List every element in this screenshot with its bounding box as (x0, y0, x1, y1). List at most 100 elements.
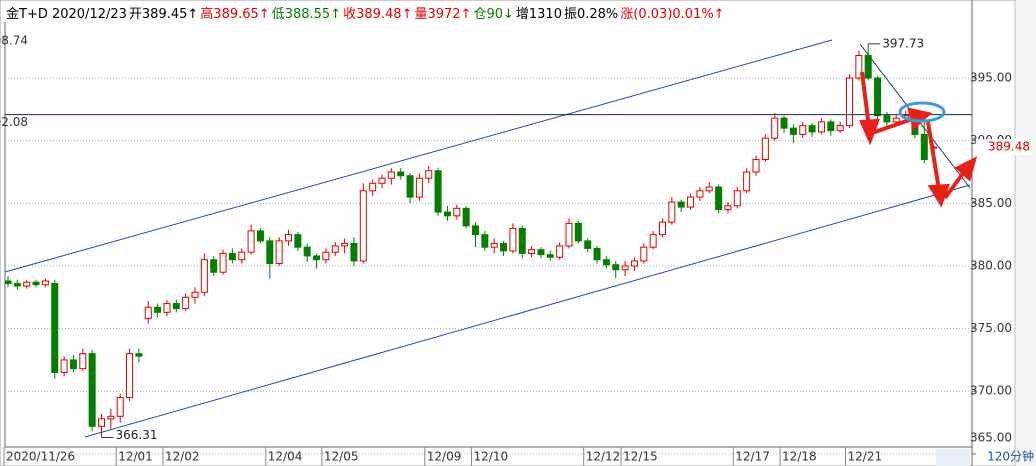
candle-body (771, 117, 779, 139)
candle-body (846, 77, 853, 127)
candle-body (659, 221, 666, 236)
candle-body (126, 353, 134, 399)
candle-body (434, 170, 442, 213)
candle-body (144, 306, 152, 320)
candle-body (518, 227, 526, 254)
arrowhead (954, 156, 978, 182)
x-tick-label: 12/12 (586, 450, 621, 464)
x-tick-label: 12/17 (735, 450, 770, 464)
header-item: 低388.55↑ (271, 7, 342, 22)
candle-body (453, 207, 461, 217)
candle-body (200, 259, 208, 293)
candle-body (238, 251, 246, 261)
candle-body (313, 255, 321, 261)
arrow (943, 170, 966, 200)
y-tick-label: 385.00 (970, 196, 1012, 210)
candle-body (574, 222, 582, 242)
channel-upper (4, 39, 833, 273)
y-tick-label: 375.00 (970, 321, 1012, 335)
candle-body (602, 259, 610, 266)
candle-body (817, 121, 825, 133)
x-tick-label: 12/05 (324, 450, 359, 464)
y-tick-label: 365.00 (970, 431, 1012, 445)
candle-body (836, 125, 844, 132)
candle-body (425, 170, 433, 179)
hline-label: 392.08 (0, 115, 28, 129)
arrow (871, 116, 916, 135)
candle-body (537, 249, 545, 256)
candle-body (789, 127, 797, 135)
candle-body (640, 246, 648, 262)
candle-body (743, 171, 751, 192)
header-item: 收389.48↑ (343, 7, 413, 22)
x-tick-label: 12/18 (782, 450, 817, 464)
candle-body (13, 283, 21, 287)
header: 金T+D 2020/12/23 开389.45↑ 高389.65↑ 低388.55↑ 收… (6, 3, 727, 22)
candle-body (228, 252, 236, 261)
candle-body (79, 353, 87, 370)
x-tick-label: 12/02 (165, 450, 200, 464)
candle-body (51, 283, 59, 373)
candle-body (677, 201, 685, 208)
candle-body (88, 353, 96, 427)
header-item: 金T+D 2020/12/23 (6, 7, 127, 22)
candle-body (649, 234, 657, 248)
candle-body (247, 230, 255, 253)
candle-body (472, 225, 479, 236)
candle-body (855, 54, 863, 79)
period-bg (936, 449, 970, 466)
candle-body (668, 201, 676, 223)
candle-body (397, 171, 405, 177)
candle-body (874, 77, 882, 117)
candle-body (584, 240, 592, 249)
last-price-bg (976, 139, 1032, 156)
header-item: 量3972↑ (414, 7, 472, 22)
highlight-ellipse (898, 101, 946, 123)
candle-body (60, 359, 68, 373)
header-item: 振0.28% (563, 7, 619, 22)
candle-body (359, 190, 367, 262)
candle-body (593, 247, 601, 261)
candle-body (546, 254, 554, 258)
candle-body (191, 291, 199, 298)
arrow (926, 121, 941, 191)
arrowhead (907, 107, 933, 131)
candle-body (135, 353, 143, 357)
candle-body (266, 240, 274, 264)
candle-body (528, 249, 536, 254)
candle-body (154, 306, 162, 313)
candle-body (182, 296, 190, 310)
candle-body (715, 186, 723, 211)
candle-body (69, 359, 77, 370)
candle-body (500, 242, 508, 252)
header-item: 增1310 (515, 7, 562, 22)
candle-body (116, 397, 124, 417)
high-label: 397.73 (882, 36, 924, 50)
candle-body (612, 264, 620, 271)
candle-body (799, 125, 807, 135)
candle-body (331, 245, 339, 253)
header-item: 涨(0.03)0.01%↑ (620, 7, 725, 22)
top-label: 398.74 (0, 34, 28, 48)
candle-body (322, 251, 330, 261)
candle-body (556, 245, 564, 258)
header-item: 仓90↓ (473, 7, 514, 22)
candle-body (761, 137, 769, 160)
candle-body (41, 280, 49, 286)
x-tick-label: 12/01 (118, 450, 153, 464)
arrowhead (927, 183, 950, 208)
low-label: 366.31 (116, 428, 158, 442)
candle-body (210, 259, 218, 273)
candle-body (808, 125, 816, 133)
candle-body (294, 234, 302, 248)
candle-body (415, 177, 423, 198)
candle-body (864, 54, 872, 79)
header-item: 高389.65↑ (200, 7, 270, 22)
candle-body (509, 227, 517, 252)
y-tick-label: 395.00 (970, 71, 1012, 85)
candle-body (883, 115, 891, 123)
candle-body (406, 175, 414, 198)
candle-body (687, 196, 695, 208)
